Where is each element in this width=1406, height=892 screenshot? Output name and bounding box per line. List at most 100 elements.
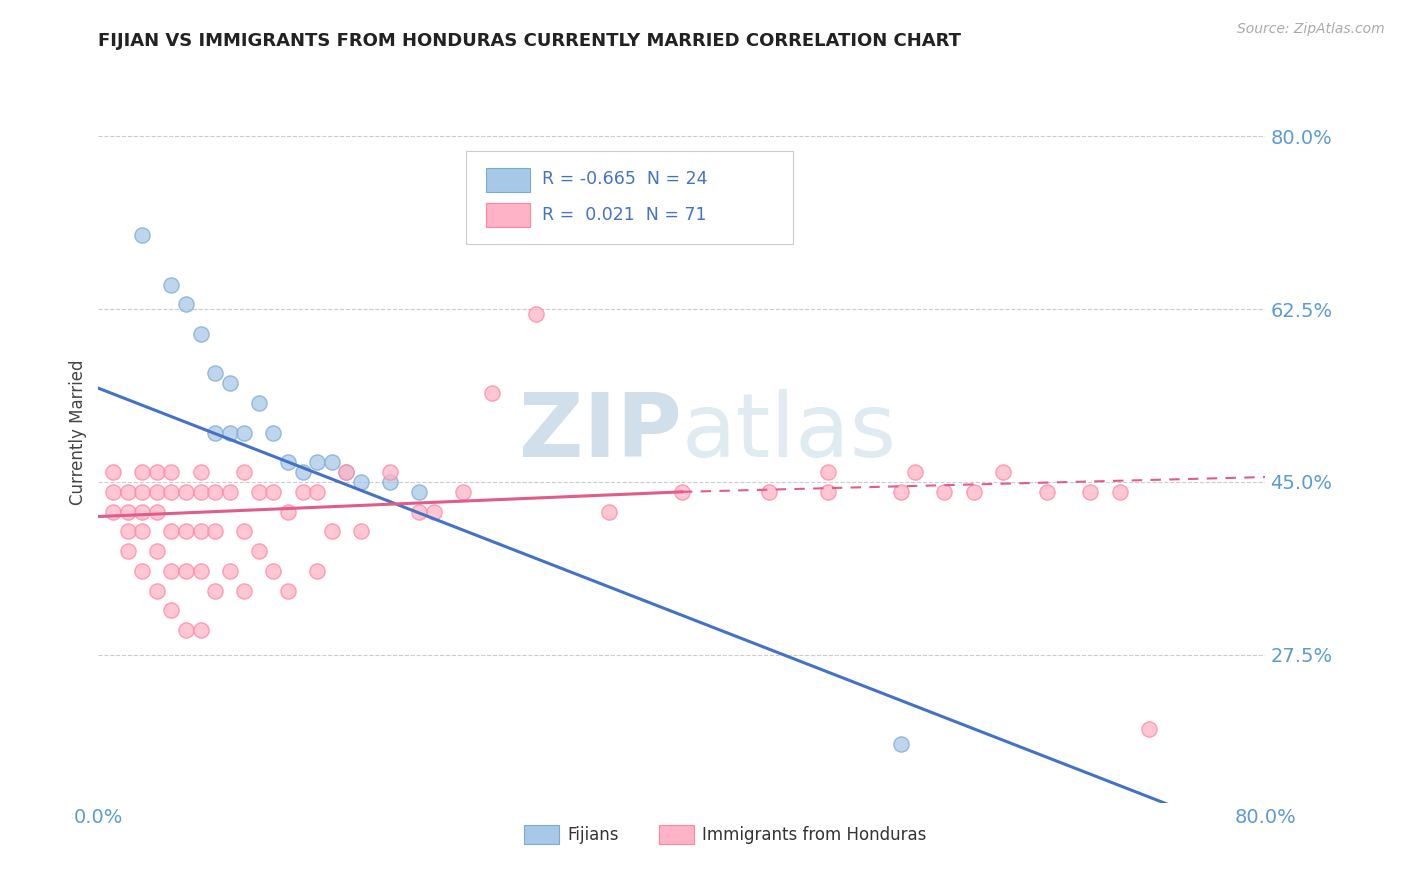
Point	[160, 465, 183, 479]
Point	[335, 465, 357, 479]
Point	[218, 376, 240, 391]
Point	[160, 524, 183, 539]
FancyBboxPatch shape	[465, 152, 793, 244]
Point	[991, 465, 1014, 479]
Point	[671, 484, 693, 499]
Point	[598, 505, 620, 519]
Point	[233, 465, 256, 479]
Point	[277, 505, 299, 519]
Point	[350, 475, 373, 489]
Point	[117, 544, 139, 558]
Point	[277, 583, 299, 598]
Point	[117, 505, 139, 519]
Bar	[658, 825, 693, 844]
Point	[423, 505, 446, 519]
Point	[160, 564, 183, 578]
Point	[174, 484, 197, 499]
Point	[146, 544, 169, 558]
Point	[131, 484, 153, 499]
Point	[117, 524, 139, 539]
Point	[817, 484, 839, 499]
Point	[481, 386, 503, 401]
Bar	[524, 825, 560, 844]
Point	[174, 623, 197, 637]
Point	[131, 564, 153, 578]
Point	[262, 564, 284, 578]
Point	[291, 484, 314, 499]
Point	[321, 524, 343, 539]
Point	[101, 465, 124, 479]
Text: R =  0.021  N = 71: R = 0.021 N = 71	[541, 206, 706, 224]
Point	[174, 524, 197, 539]
Point	[146, 583, 169, 598]
Point	[190, 524, 212, 539]
Point	[408, 484, 430, 499]
Point	[101, 484, 124, 499]
Point	[408, 505, 430, 519]
Point	[204, 583, 226, 598]
Point	[247, 544, 270, 558]
Point	[174, 297, 197, 311]
Point	[146, 484, 169, 499]
Point	[451, 484, 474, 499]
Point	[218, 484, 240, 499]
Point	[307, 564, 329, 578]
Point	[204, 425, 226, 440]
Point	[204, 524, 226, 539]
Point	[233, 583, 256, 598]
Point	[233, 524, 256, 539]
Bar	[486, 169, 530, 192]
Point	[174, 564, 197, 578]
Point	[890, 484, 912, 499]
Text: ZIP: ZIP	[519, 389, 682, 476]
Point	[160, 603, 183, 617]
Point	[262, 425, 284, 440]
Point	[380, 465, 402, 479]
Text: FIJIAN VS IMMIGRANTS FROM HONDURAS CURRENTLY MARRIED CORRELATION CHART: FIJIAN VS IMMIGRANTS FROM HONDURAS CURRE…	[98, 32, 962, 50]
Point	[1080, 484, 1102, 499]
Point	[190, 465, 212, 479]
Point	[190, 623, 212, 637]
Point	[934, 484, 956, 499]
Text: Fijians: Fijians	[568, 826, 619, 844]
Point	[117, 484, 139, 499]
Point	[321, 455, 343, 469]
Point	[131, 505, 153, 519]
Point	[190, 326, 212, 341]
Point	[233, 425, 256, 440]
Point	[1035, 484, 1057, 499]
Point	[218, 425, 240, 440]
Point	[817, 465, 839, 479]
Point	[380, 475, 402, 489]
Point	[350, 524, 373, 539]
Y-axis label: Currently Married: Currently Married	[69, 359, 87, 506]
Point	[247, 484, 270, 499]
Point	[146, 505, 169, 519]
Point	[1108, 484, 1130, 499]
Point	[758, 484, 780, 499]
Point	[131, 465, 153, 479]
Point	[335, 465, 357, 479]
Point	[160, 277, 183, 292]
Point	[307, 484, 329, 499]
Point	[890, 737, 912, 751]
Point	[307, 455, 329, 469]
Text: Source: ZipAtlas.com: Source: ZipAtlas.com	[1237, 22, 1385, 37]
Point	[146, 465, 169, 479]
Text: R = -0.665  N = 24: R = -0.665 N = 24	[541, 170, 707, 188]
Point	[1137, 722, 1160, 736]
Point	[218, 564, 240, 578]
Point	[262, 484, 284, 499]
Point	[904, 465, 927, 479]
Point	[524, 307, 547, 321]
Text: atlas: atlas	[682, 389, 897, 476]
Point	[962, 484, 984, 499]
Point	[160, 484, 183, 499]
Point	[190, 564, 212, 578]
Point	[131, 228, 153, 243]
Point	[101, 505, 124, 519]
Point	[190, 484, 212, 499]
Point	[291, 465, 314, 479]
Text: Immigrants from Honduras: Immigrants from Honduras	[702, 826, 927, 844]
Bar	[486, 203, 530, 227]
